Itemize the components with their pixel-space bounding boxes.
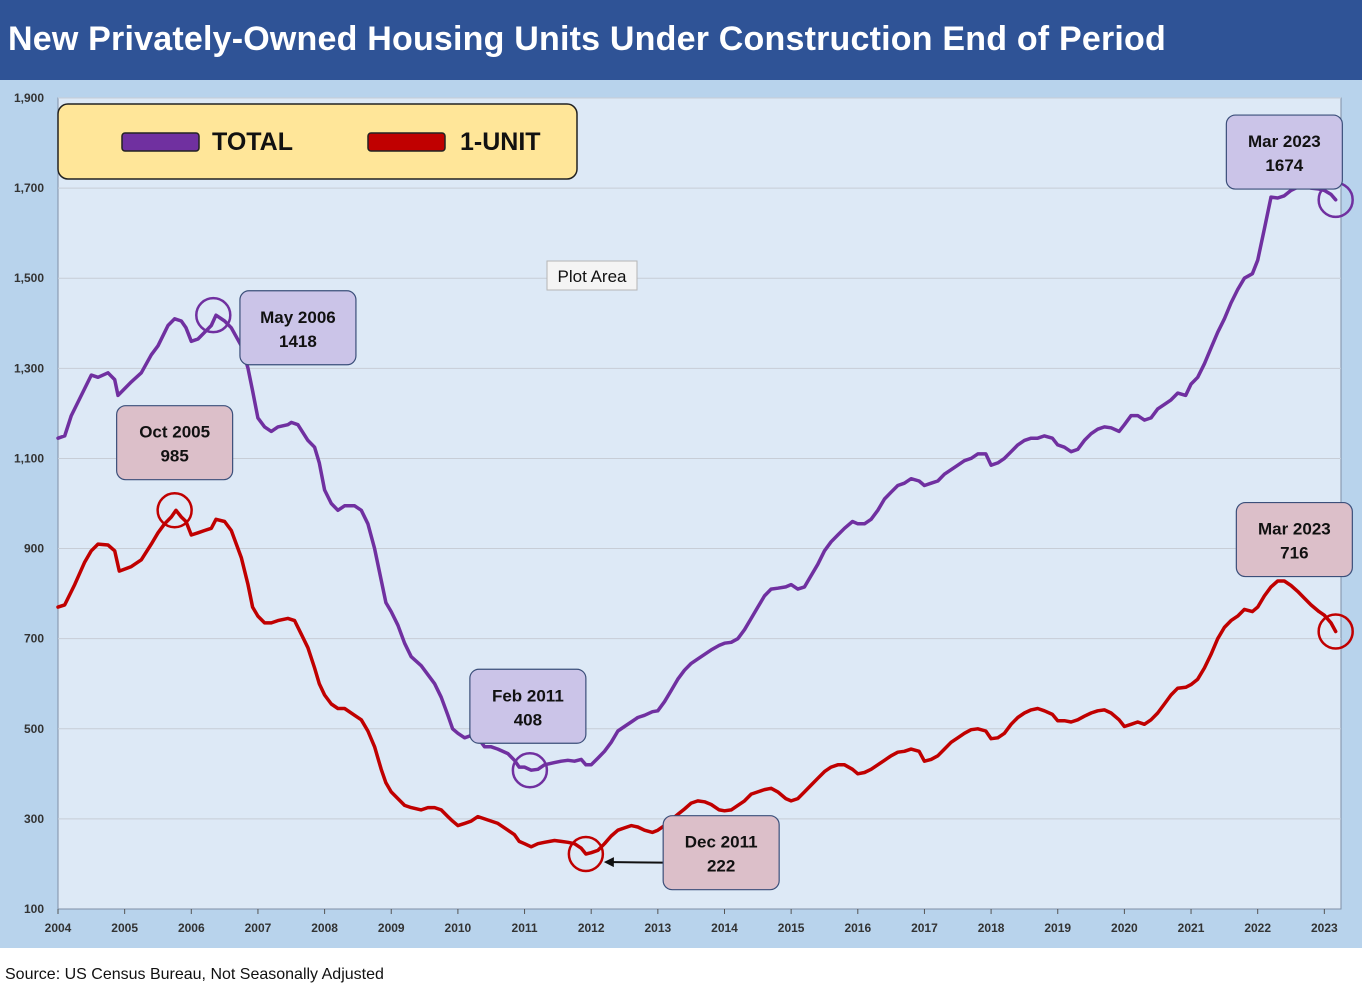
chart-title: New Privately-Owned Housing Units Under … xyxy=(8,20,1166,58)
legend-label: TOTAL xyxy=(212,128,293,156)
highlight-circle xyxy=(156,492,193,529)
callout-box: Feb 2011 408 xyxy=(469,668,587,744)
callout-box: Mar 2023 1674 xyxy=(1225,114,1343,190)
y-tick-label: 300 xyxy=(24,812,44,826)
x-tick-label: 2012 xyxy=(578,921,605,935)
chart-header: New Privately-Owned Housing Units Under … xyxy=(0,0,1362,80)
x-tick-label: 2009 xyxy=(378,921,405,935)
y-tick-label: 1,100 xyxy=(14,451,44,465)
callout-background xyxy=(239,290,357,366)
callout-date: May 2006 xyxy=(260,308,336,327)
line-chart: 100 300 500 700 900 1,100 1,300 1,500 1,700 1,900… xyxy=(14,91,1354,935)
y-tick-label: 1,900 xyxy=(14,91,44,105)
x-tick-label: 2015 xyxy=(778,921,805,935)
legend: TOTAL 1-UNIT xyxy=(57,103,578,180)
x-tick-label: 2014 xyxy=(711,921,738,935)
y-tick-label: 700 xyxy=(24,632,44,646)
x-tick-label: 2021 xyxy=(1178,921,1205,935)
series-line-1-unit xyxy=(56,508,1338,856)
callout-arrow xyxy=(603,857,664,868)
callout-value: 716 xyxy=(1280,544,1308,563)
x-tick-label: 2018 xyxy=(978,921,1005,935)
callout-value: 1674 xyxy=(1265,156,1303,175)
callout-background xyxy=(116,405,234,481)
source-note: Source: US Census Bureau, Not Seasonally… xyxy=(5,966,384,983)
callout-box: May 2006 1418 xyxy=(239,290,357,366)
tooltip-text: Plot Area xyxy=(558,267,628,286)
highlight-circle xyxy=(511,751,549,789)
x-tick-label: 2023 xyxy=(1311,921,1338,935)
x-tick-label: 2020 xyxy=(1111,921,1138,935)
plot-background xyxy=(57,97,1342,910)
callout-box: Mar 2023 716 xyxy=(1235,501,1353,578)
legend-label: 1-UNIT xyxy=(460,128,541,156)
x-tick-label: 2008 xyxy=(311,921,338,935)
x-tick-label: 2022 xyxy=(1244,921,1271,935)
x-tick-label: 2013 xyxy=(644,921,671,935)
x-tick-label: 2017 xyxy=(911,921,938,935)
x-tick-label: 2004 xyxy=(45,921,72,935)
y-tick-label: 1,500 xyxy=(14,271,44,285)
highlight-circle xyxy=(1317,613,1354,650)
callout-value: 985 xyxy=(160,447,188,466)
series-line-total xyxy=(56,184,1338,772)
callout-date: Mar 2023 xyxy=(1248,132,1321,151)
chart-area: 100 300 500 700 900 1,100 1,300 1,500 1,700 1,900… xyxy=(0,80,1362,948)
plot-area-tooltip: Plot Area xyxy=(546,260,638,291)
callout-box: Dec 2011 222 xyxy=(662,815,780,891)
y-tick-label: 100 xyxy=(24,902,44,916)
x-tick-label: 2005 xyxy=(111,921,138,935)
callout-date: Mar 2023 xyxy=(1258,520,1331,539)
y-tick-label: 1,700 xyxy=(14,181,44,195)
x-tick-label: 2011 xyxy=(512,921,538,935)
callout-value: 222 xyxy=(707,857,735,876)
callout-background xyxy=(1225,114,1343,190)
legend-swatch xyxy=(367,132,446,152)
callout-value: 1418 xyxy=(279,332,317,351)
highlight-circle xyxy=(195,296,232,334)
callout-date: Oct 2005 xyxy=(139,423,210,442)
callout-value: 408 xyxy=(514,710,542,729)
x-tick-label: 2006 xyxy=(178,921,205,935)
x-tick-label: 2019 xyxy=(1044,921,1071,935)
legend-swatch xyxy=(121,132,200,152)
y-tick-label: 900 xyxy=(24,542,44,556)
callout-box: Oct 2005 985 xyxy=(116,405,234,481)
callout-background xyxy=(469,668,587,744)
x-tick-label: 2016 xyxy=(844,921,871,935)
callout-date: Dec 2011 xyxy=(685,833,758,852)
callout-date: Feb 2011 xyxy=(492,686,564,705)
x-tick-label: 2007 xyxy=(245,921,272,935)
tooltip-background xyxy=(546,260,638,291)
legend-background xyxy=(57,103,578,180)
callout-background xyxy=(1235,501,1353,578)
callout-background xyxy=(662,815,780,891)
x-tick-label: 2010 xyxy=(445,921,472,935)
y-tick-label: 1,300 xyxy=(14,361,44,375)
highlight-circle xyxy=(567,835,605,873)
y-tick-label: 500 xyxy=(24,722,44,736)
